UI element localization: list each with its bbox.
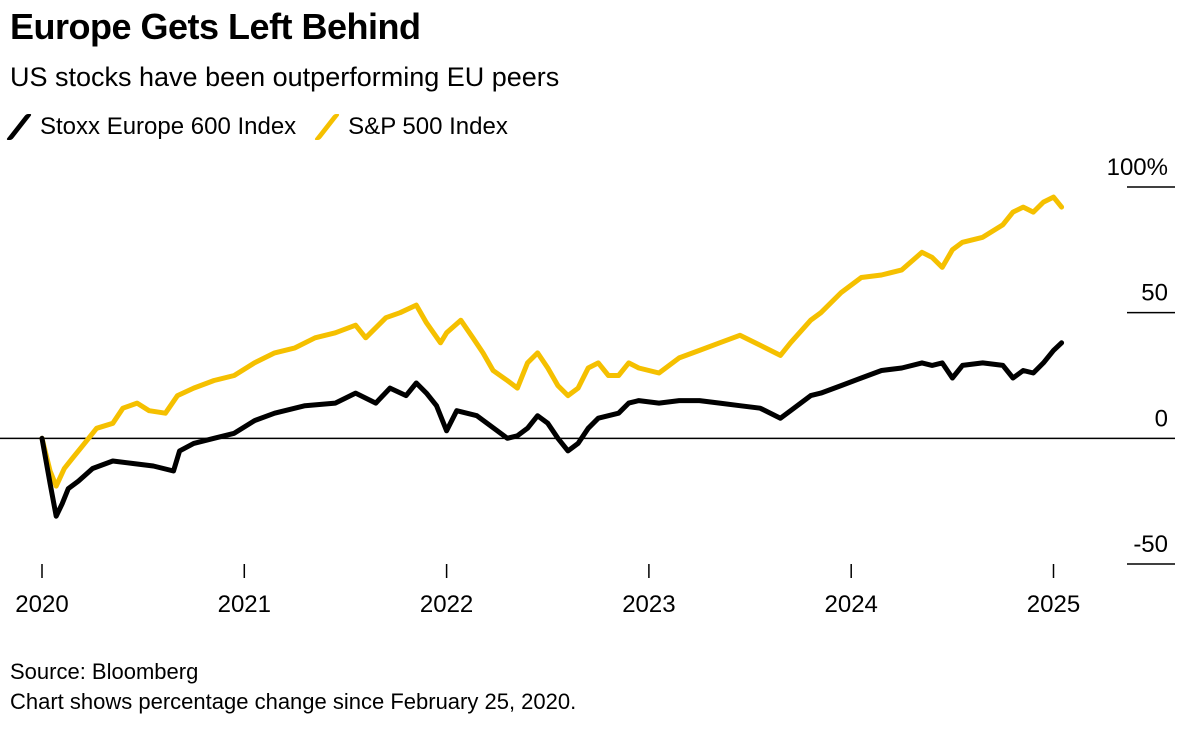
chart-title: Europe Gets Left Behind: [10, 6, 421, 47]
legend-item-stoxx: Stoxx Europe 600 Index: [5, 113, 297, 141]
x-tick-label: 2023: [622, 591, 675, 618]
x-tick-label: 2020: [15, 591, 68, 618]
legend: Stoxx Europe 600 Index S&P 500 Index: [5, 113, 530, 141]
x-tick-label: 2024: [825, 591, 878, 618]
legend-item-sp500: S&P 500 Index: [314, 113, 508, 141]
x-tick-label: 2022: [420, 591, 473, 618]
series-line-stoxx: [39, 340, 1065, 519]
y-tick-label: 100%: [1107, 154, 1168, 181]
chart-note: Chart shows percentage change since Febr…: [10, 689, 577, 714]
x-tick-label: 2025: [1027, 591, 1080, 618]
source-note: Source: Bloomberg: [10, 659, 199, 684]
x-tick-label: 2021: [218, 591, 271, 618]
legend-label-sp500: S&P 500 Index: [348, 113, 508, 140]
y-tick-label: -50: [1133, 531, 1168, 558]
y-tick-label: 0: [1155, 405, 1168, 432]
legend-label-stoxx: Stoxx Europe 600 Index: [40, 113, 297, 140]
chart-subtitle: US stocks have been outperforming EU pee…: [10, 62, 560, 92]
footer: Source: Bloomberg Chart shows percentage…: [10, 657, 576, 717]
series-line-sp500: [39, 194, 1065, 489]
y-tick-label: 50: [1141, 280, 1168, 307]
